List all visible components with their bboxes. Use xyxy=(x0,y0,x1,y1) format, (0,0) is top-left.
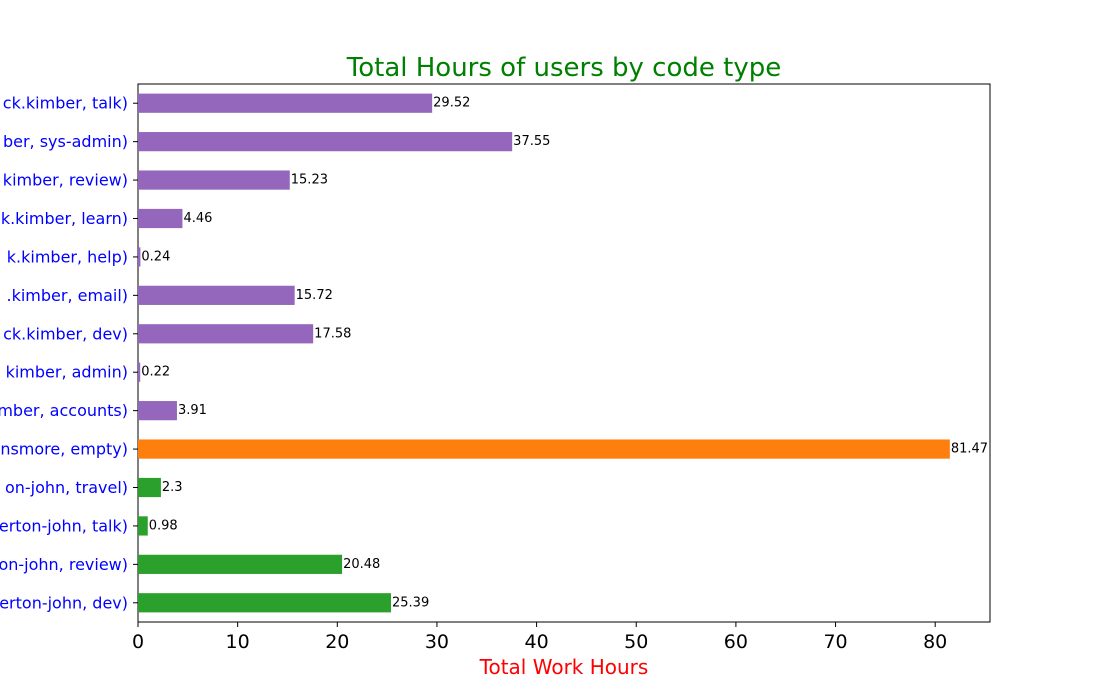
category-labels-group: erton-john, dev) on-john, review) erton-jo… xyxy=(0,94,138,612)
data-labels-group: 25.39 20.48 0.98 2.3 81.47 3.91 0.22 17.58 15.72… xyxy=(141,96,988,611)
bar xyxy=(138,285,295,305)
bar-value-label: 29.52 xyxy=(433,96,470,111)
x-tick-label: 30 xyxy=(425,631,449,653)
bar-value-label: 3.91 xyxy=(178,403,207,418)
bar-value-label: 15.72 xyxy=(296,288,333,303)
x-tick-label: 80 xyxy=(923,631,947,653)
category-label: mber, accounts) xyxy=(0,401,128,420)
bar xyxy=(138,439,950,459)
bar xyxy=(138,247,141,267)
bar-value-label: 81.47 xyxy=(951,442,988,457)
category-label: ck.kimber, talk) xyxy=(3,94,128,113)
category-label: erton-john, talk) xyxy=(0,516,128,535)
bar xyxy=(138,516,148,536)
x-tick-label: 0 xyxy=(132,631,144,653)
category-label: on-john, travel) xyxy=(5,478,128,497)
category-label: kimber, admin) xyxy=(6,363,128,382)
category-label: kimber, review) xyxy=(3,171,128,190)
bar-value-label: 2.3 xyxy=(162,480,183,495)
x-axis-label: Total Work Hours xyxy=(479,655,649,679)
bars-group xyxy=(138,93,950,613)
x-axis-ticks-group: 0 10 20 30 40 50 60 70 80 xyxy=(132,622,947,653)
bar-value-label: 37.55 xyxy=(513,134,550,149)
x-tick-label: 60 xyxy=(724,631,748,653)
x-tick-label: 50 xyxy=(624,631,648,653)
plot-area xyxy=(137,83,991,623)
category-label: k.kimber, learn) xyxy=(1,209,128,228)
x-tick-label: 70 xyxy=(823,631,847,653)
bar-value-label: 25.39 xyxy=(392,595,429,610)
bar xyxy=(138,324,314,344)
x-tick-label: 20 xyxy=(325,631,349,653)
category-label: nsmore, empty) xyxy=(0,440,128,459)
bar xyxy=(138,401,177,421)
bar xyxy=(138,132,513,152)
bar-value-label: 20.48 xyxy=(343,557,380,572)
bar-value-label: 0.22 xyxy=(141,365,170,380)
category-label: .kimber, email) xyxy=(7,286,129,305)
x-tick-label: 10 xyxy=(226,631,250,653)
category-label: ck.kimber, dev) xyxy=(3,324,128,343)
bar-value-label: 0.98 xyxy=(149,518,178,533)
bar xyxy=(138,170,290,190)
bar xyxy=(138,362,141,382)
bar xyxy=(138,93,433,113)
bar xyxy=(138,208,183,229)
category-label: k.kimber, help) xyxy=(7,247,128,266)
category-label: on-john, review) xyxy=(0,555,128,574)
category-label: ber, sys-admin) xyxy=(3,132,128,151)
chart-title: Total Hours of users by code type xyxy=(346,53,781,83)
bar-value-label: 15.23 xyxy=(291,173,328,188)
bar xyxy=(138,477,161,498)
bar-value-label: 4.46 xyxy=(183,211,212,226)
category-label: erton-john, dev) xyxy=(0,593,128,612)
bar-value-label: 0.24 xyxy=(141,249,170,264)
bar xyxy=(138,554,343,574)
bar-value-label: 17.58 xyxy=(314,326,351,341)
bar xyxy=(138,593,392,613)
x-tick-label: 40 xyxy=(525,631,549,653)
